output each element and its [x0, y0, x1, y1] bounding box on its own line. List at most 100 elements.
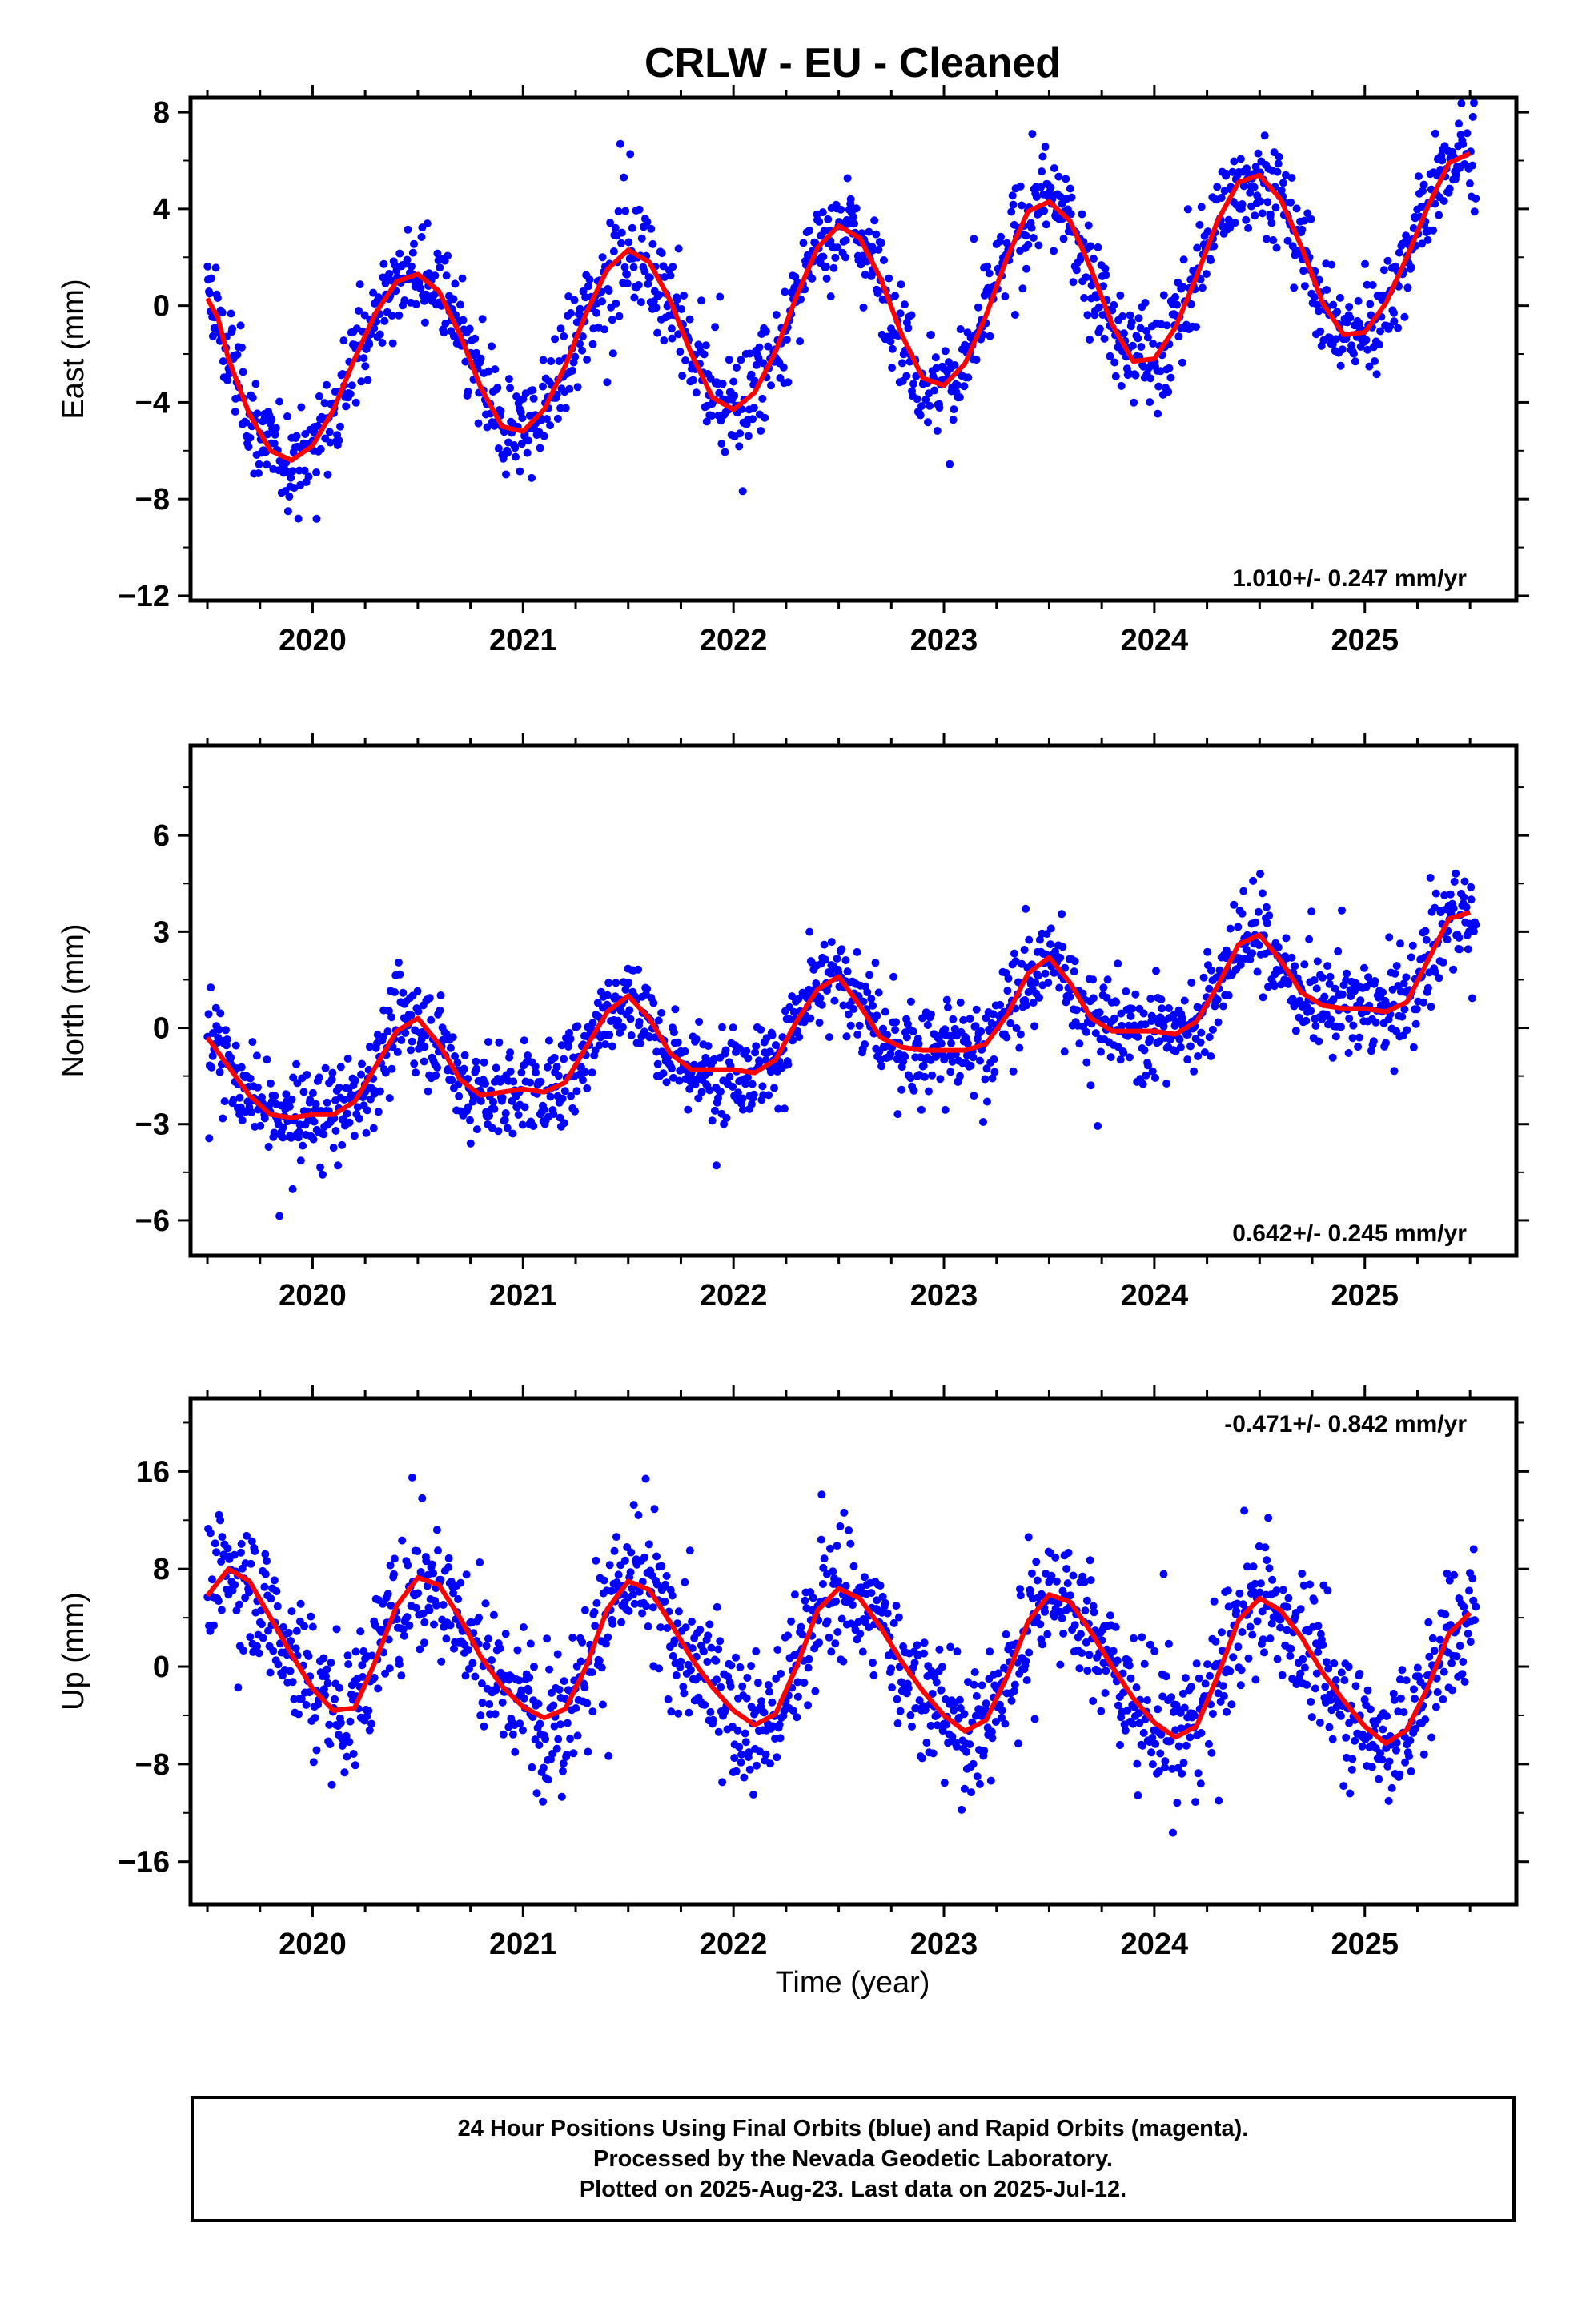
data-point [279, 1622, 287, 1631]
data-point [1433, 1688, 1442, 1696]
data-point [837, 945, 846, 954]
data-point [949, 1015, 958, 1023]
data-point [822, 274, 831, 283]
data-point [267, 416, 276, 424]
data-point [387, 1601, 396, 1610]
data-point [1227, 1700, 1236, 1709]
data-point [1316, 327, 1325, 336]
data-point [753, 1761, 761, 1770]
data-point [1469, 1596, 1478, 1605]
data-point [235, 1093, 244, 1102]
data-point [335, 1683, 343, 1692]
data-point [717, 1088, 725, 1096]
data-point [1144, 1061, 1152, 1070]
data-point [756, 1057, 764, 1066]
data-point [273, 1602, 282, 1610]
data-point [611, 223, 620, 232]
data-point [1311, 1684, 1319, 1693]
data-point [938, 1727, 947, 1735]
data-point [270, 1576, 279, 1585]
data-point [218, 308, 227, 317]
data-point [1002, 239, 1011, 247]
x-tick-label: 2020 [279, 1928, 347, 1961]
data-point [1087, 281, 1096, 290]
data-point [747, 1703, 756, 1711]
data-point [1099, 282, 1108, 291]
data-point [1463, 129, 1472, 138]
data-point [412, 1603, 420, 1612]
data-point [291, 1644, 300, 1653]
data-point [420, 1057, 428, 1066]
data-point [495, 1038, 504, 1047]
data-point [1358, 1742, 1367, 1751]
data-point [1008, 191, 1017, 200]
data-point [529, 394, 538, 403]
data-point [821, 955, 830, 964]
data-point [684, 1105, 693, 1114]
data-point [1089, 1602, 1098, 1610]
data-point [1036, 1620, 1045, 1629]
data-point [1110, 300, 1118, 309]
data-point [1159, 1570, 1168, 1578]
data-point [1399, 1031, 1407, 1040]
data-point [988, 1734, 997, 1743]
data-point [292, 1626, 301, 1635]
data-point [1043, 1630, 1052, 1638]
data-point [1315, 307, 1323, 316]
data-point [1230, 157, 1239, 166]
x-tick-label: 2021 [489, 1928, 557, 1961]
data-point [1427, 1003, 1435, 1011]
data-point [461, 1671, 470, 1680]
data-point [1217, 194, 1226, 202]
data-point [567, 1092, 576, 1100]
data-point [595, 1656, 604, 1665]
data-point [444, 251, 452, 260]
data-point [638, 1609, 647, 1618]
data-point [308, 1088, 317, 1097]
data-point [315, 1073, 323, 1082]
data-point [745, 1765, 754, 1774]
fit-line [205, 910, 1472, 1120]
data-point [496, 407, 505, 416]
data-point [408, 1037, 416, 1046]
data-point [512, 392, 520, 400]
data-point [1028, 130, 1037, 139]
data-point [449, 1589, 458, 1598]
data-point [560, 1055, 568, 1063]
data-point [904, 324, 913, 332]
data-point [1219, 1691, 1228, 1700]
data-point [237, 1539, 246, 1548]
data-point [541, 1735, 550, 1743]
data-point [530, 1663, 538, 1671]
footer-line-3: Plotted on 2025-Aug-23. Last data on 202… [579, 2177, 1127, 2202]
data-point [1077, 1630, 1085, 1638]
data-point [918, 1014, 927, 1023]
data-point [706, 1707, 715, 1716]
data-point [395, 1660, 404, 1669]
data-point [560, 1677, 568, 1686]
data-point [1449, 904, 1458, 913]
data-point [296, 480, 305, 489]
data-point [399, 988, 408, 997]
data-point [956, 1704, 965, 1712]
data-point [355, 1114, 363, 1123]
data-point [1409, 1043, 1418, 1051]
data-point [408, 1474, 416, 1482]
data-point [1034, 241, 1043, 250]
data-point [420, 1043, 429, 1051]
data-point [476, 1711, 485, 1719]
data-point [1307, 1698, 1315, 1706]
data-point [484, 1038, 492, 1047]
data-point [932, 1678, 941, 1687]
data-point [986, 1647, 994, 1656]
data-point [670, 1636, 679, 1645]
data-point [583, 1699, 592, 1707]
data-point [478, 315, 487, 324]
data-point [761, 1750, 770, 1759]
data-point [1159, 291, 1168, 300]
data-point [1284, 1594, 1293, 1602]
data-point [770, 1084, 778, 1092]
y-tick-label: −6 [135, 1204, 170, 1238]
data-point [494, 1127, 503, 1136]
data-point [552, 390, 561, 399]
